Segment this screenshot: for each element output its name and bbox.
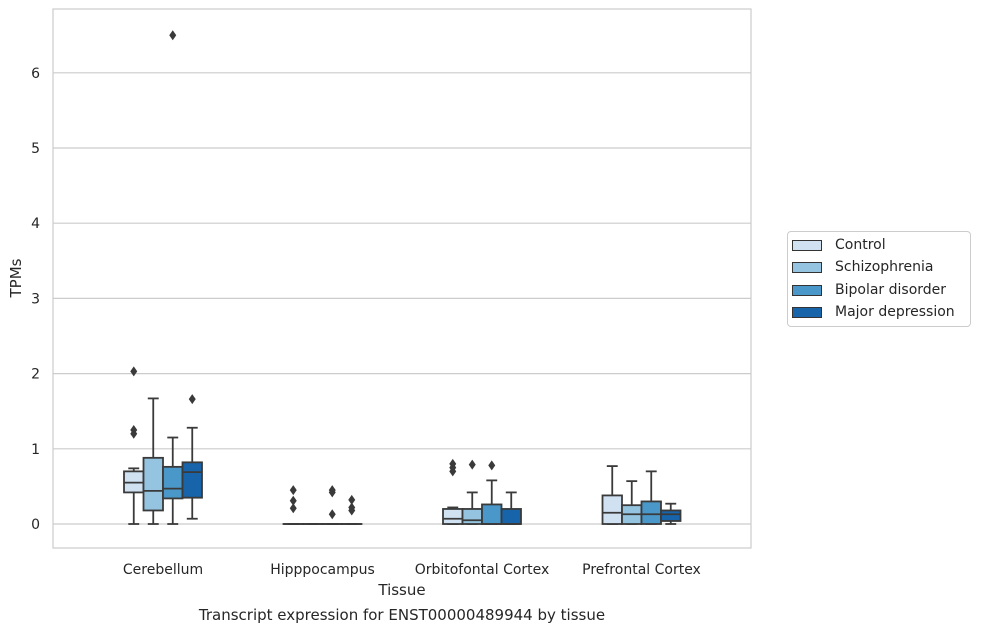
- box-1-3: [622, 481, 642, 524]
- outlier-1-2-0: [469, 460, 476, 470]
- legend: Control Schizophrenia Bipolar disorder M…: [787, 231, 971, 327]
- legend-item-bipolar-disorder: Bipolar disorder: [792, 280, 946, 300]
- box-3-2: [502, 492, 522, 524]
- x-tick-labels: Cerebellum Hipppocampus Orbitofontal Corte…: [123, 562, 701, 578]
- y-tick-label-4: 4: [31, 216, 40, 232]
- outlier-2-2-0: [488, 460, 495, 470]
- box-0-2: [443, 459, 463, 524]
- box-body-1-0: [144, 458, 164, 511]
- box-body-1-2: [463, 509, 483, 524]
- x-tick-label-0: Cerebellum: [123, 562, 203, 578]
- box-0-1: [284, 485, 304, 524]
- legend-swatch-schizophrenia: [792, 262, 822, 273]
- box-body-2-0: [163, 467, 183, 499]
- box-3-3: [661, 504, 681, 524]
- box-1-2: [463, 460, 483, 524]
- legend-label-major-depression: Major depression: [835, 304, 955, 320]
- outlier-2-1-0: [329, 509, 336, 519]
- y-tick-label-1: 1: [31, 442, 40, 458]
- legend-swatch-major-depression: [792, 307, 822, 318]
- outlier-0-1-1: [290, 496, 297, 506]
- y-tick-label-2: 2: [31, 367, 40, 383]
- legend-swatch-bipolar-disorder: [792, 285, 822, 296]
- y-tick-label-0: 0: [31, 517, 40, 533]
- legend-item-schizophrenia: Schizophrenia: [792, 257, 933, 277]
- y-tick-label-6: 6: [31, 66, 40, 82]
- box-3-1: [342, 495, 362, 524]
- x-axis-label: Tissue: [377, 581, 425, 599]
- box-2-2: [482, 460, 502, 524]
- outlier-3-1-2: [348, 495, 355, 505]
- box-body-3-0: [183, 462, 203, 497]
- legend-swatch-control: [792, 240, 822, 251]
- box-1-0: [144, 398, 164, 524]
- box-2-3: [642, 471, 662, 524]
- outlier-0-1-2: [290, 485, 297, 495]
- box-0-0: [124, 366, 144, 524]
- x-tick-label-1: Hipppocampus: [270, 562, 375, 578]
- outlier-0-0-2: [130, 366, 137, 376]
- outlier-2-0-0: [169, 30, 176, 40]
- y-tick-labels: 0 1 2 3 4 5 6: [31, 66, 40, 533]
- outlier-3-0-0: [189, 394, 196, 404]
- box-2-1: [323, 485, 343, 524]
- x-tick-label-2: Orbitofontal Cortex: [415, 562, 550, 578]
- x-tick-label-3: Prefrontal Cortex: [582, 562, 701, 578]
- legend-label-schizophrenia: Schizophrenia: [835, 259, 933, 275]
- box-3-0: [183, 394, 203, 519]
- grid-lines: [53, 73, 751, 524]
- box-body-3-3: [661, 510, 681, 521]
- chart-caption: Transcript expression for ENST0000048994…: [0, 606, 804, 624]
- y-axis-label: TPMs: [7, 258, 25, 298]
- box-2-0: [163, 30, 183, 524]
- legend-label-bipolar-disorder: Bipolar disorder: [835, 282, 946, 298]
- box-body-0-2: [443, 509, 463, 524]
- y-tick-label-3: 3: [31, 291, 40, 307]
- box-body-3-2: [502, 509, 522, 524]
- box-body-2-3: [642, 501, 662, 524]
- y-tick-label-5: 5: [31, 141, 40, 157]
- box-body-0-3: [603, 495, 623, 524]
- box-series: [124, 30, 681, 524]
- legend-item-control: Control: [792, 235, 886, 255]
- box-body-2-2: [482, 504, 502, 524]
- legend-item-major-depression: Major depression: [792, 302, 955, 322]
- legend-label-control: Control: [835, 237, 886, 253]
- box-0-3: [603, 466, 623, 524]
